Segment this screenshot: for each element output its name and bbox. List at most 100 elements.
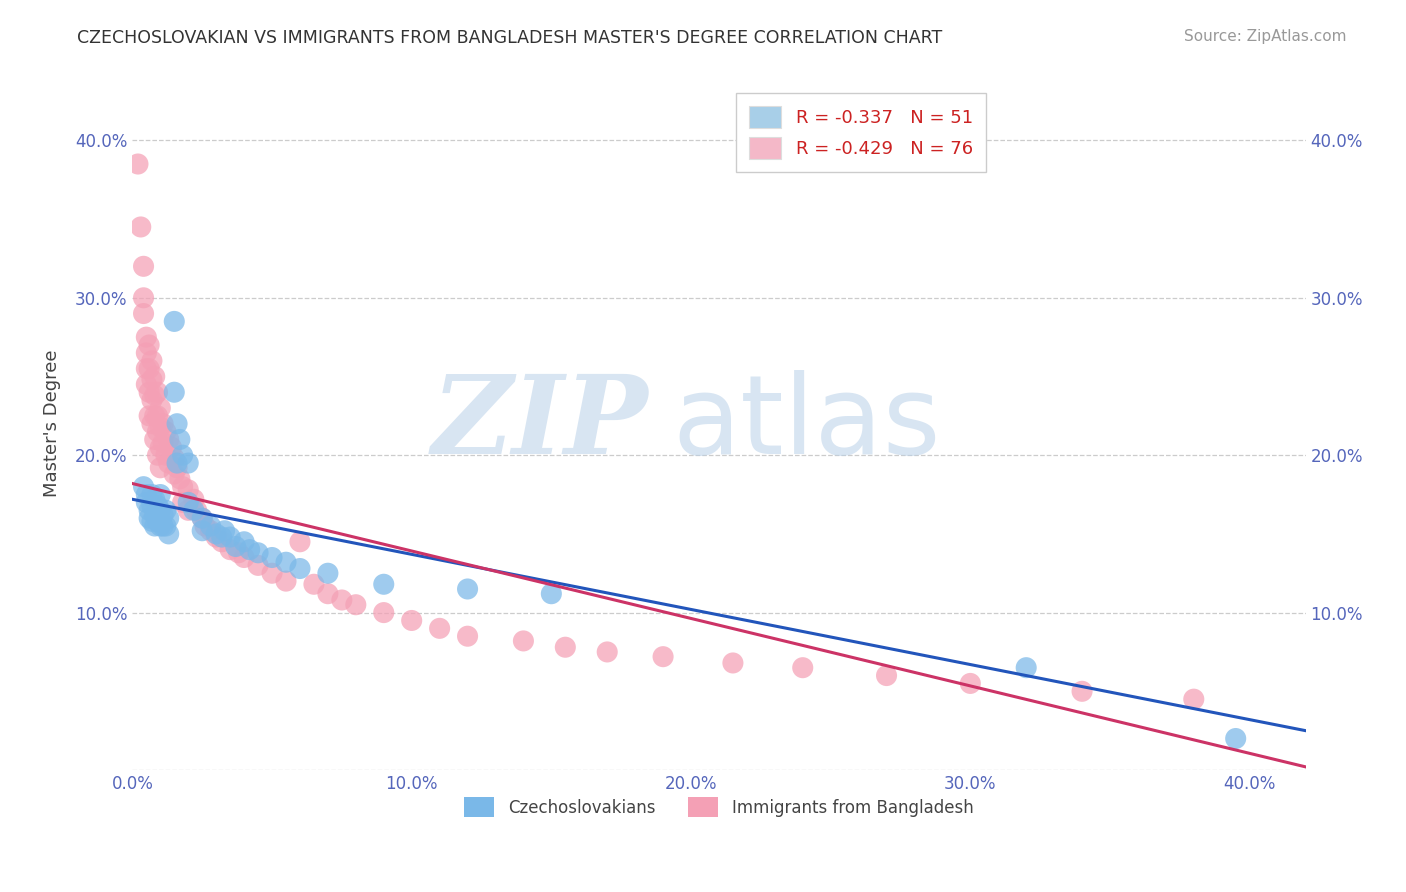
Point (429, 621, 451, 635)
Point (200, 519, 222, 533)
Point (247, 546, 270, 560)
Point (316, 587, 339, 601)
Point (260, 550, 283, 565)
Point (149, 420, 172, 434)
Point (138, 385, 160, 400)
Point (155, 425, 177, 439)
Point (959, 676, 981, 690)
Point (792, 661, 814, 675)
Point (146, 425, 169, 439)
Point (143, 388, 166, 402)
Point (149, 487, 172, 501)
Point (135, 377, 157, 392)
Text: atlas: atlas (672, 370, 941, 477)
Point (138, 409, 160, 423)
Point (160, 440, 183, 454)
Point (157, 456, 180, 470)
Point (401, 614, 423, 628)
Point (228, 546, 250, 560)
Point (155, 448, 177, 462)
Point (302, 577, 325, 591)
Point (205, 527, 228, 541)
Point (135, 487, 157, 501)
Point (152, 519, 174, 533)
Point (177, 483, 200, 497)
Point (146, 385, 169, 400)
Point (1071, 684, 1094, 698)
Point (149, 460, 172, 475)
Point (512, 634, 534, 648)
Point (135, 495, 157, 509)
Point (166, 460, 188, 475)
Point (135, 346, 157, 360)
Point (135, 330, 157, 344)
Point (163, 314, 186, 328)
Point (344, 598, 367, 612)
Point (163, 467, 186, 481)
Point (191, 511, 214, 525)
Point (146, 448, 169, 462)
Point (191, 524, 214, 538)
Point (155, 519, 177, 533)
Point (143, 369, 166, 384)
Legend: Czechoslovakians, Immigrants from Bangladesh: Czechoslovakians, Immigrants from Bangla… (457, 790, 980, 824)
Point (876, 668, 898, 682)
Point (146, 499, 169, 513)
Point (596, 645, 619, 659)
Point (219, 542, 242, 557)
Point (157, 433, 180, 447)
Point (233, 550, 256, 565)
Point (141, 499, 163, 513)
Point (152, 417, 174, 431)
Point (247, 558, 270, 573)
Point (132, 260, 155, 274)
Point (274, 555, 297, 569)
Point (163, 451, 186, 466)
Point (138, 503, 160, 517)
Point (169, 433, 191, 447)
Point (152, 435, 174, 450)
Point (127, 157, 149, 171)
Point (177, 495, 200, 509)
Point (214, 524, 236, 538)
Point (132, 480, 155, 494)
Point (143, 433, 166, 447)
Point (149, 401, 172, 415)
Point (143, 519, 166, 533)
Point (288, 534, 311, 549)
Point (721, 656, 744, 670)
Text: ZIP: ZIP (432, 370, 648, 477)
Point (155, 503, 177, 517)
Point (138, 511, 160, 525)
Point (129, 219, 152, 234)
Point (1182, 692, 1205, 706)
Point (141, 417, 163, 431)
Point (141, 353, 163, 368)
Point (211, 534, 233, 549)
Point (143, 492, 166, 507)
Text: Source: ZipAtlas.com: Source: ZipAtlas.com (1184, 29, 1347, 44)
Point (554, 640, 576, 655)
Point (177, 456, 200, 470)
Point (191, 511, 214, 525)
Point (132, 307, 155, 321)
Point (143, 508, 166, 522)
Text: CZECHOSLOVAKIAN VS IMMIGRANTS FROM BANGLADESH MASTER'S DEGREE CORRELATION CHART: CZECHOSLOVAKIAN VS IMMIGRANTS FROM BANGL… (77, 29, 942, 46)
Point (166, 456, 188, 470)
Point (373, 577, 395, 591)
Point (149, 519, 172, 533)
Point (141, 514, 163, 528)
Point (146, 409, 169, 423)
Point (152, 508, 174, 522)
Point (540, 587, 562, 601)
Point (652, 649, 675, 664)
Point (288, 561, 311, 575)
Point (316, 566, 339, 581)
Point (169, 472, 191, 486)
Point (183, 503, 205, 517)
Point (163, 385, 186, 400)
Point (205, 530, 228, 544)
Point (157, 511, 180, 525)
Point (183, 492, 205, 507)
Point (172, 495, 194, 509)
